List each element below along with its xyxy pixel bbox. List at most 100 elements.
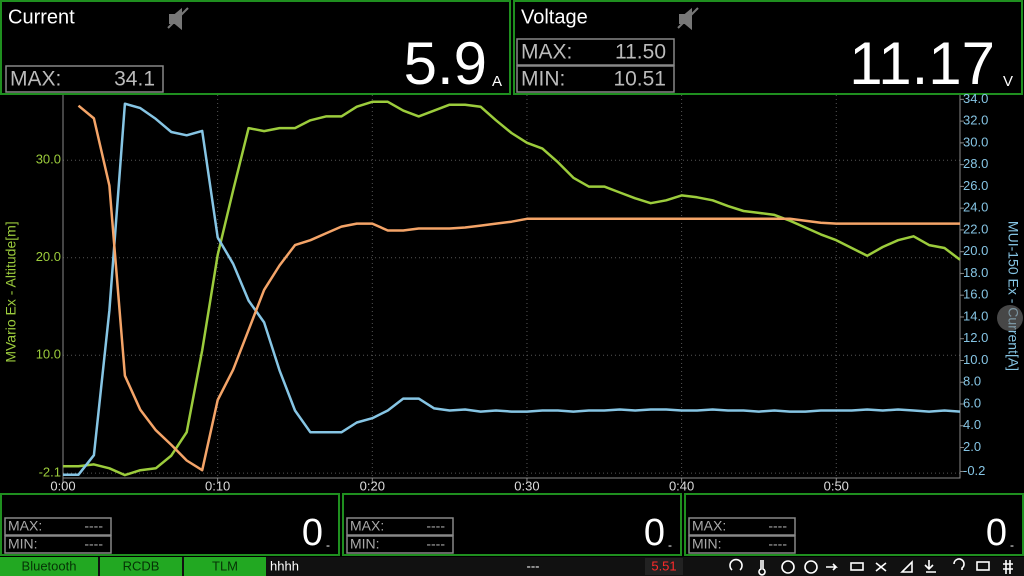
y2-tick-label: 28.0 [963,156,988,171]
panel-title: Current [8,6,75,28]
icon[interactable] [850,562,864,571]
y2-tick-label: 14.0 [963,308,988,323]
y-tick-label: -2.1 [39,465,61,480]
x-tick-label: 0:00 [50,478,75,493]
y2-tick-label: 8.0 [963,374,981,389]
current-panel[interactable] [0,0,511,95]
unit: V [1003,73,1013,90]
touch-indicator [997,305,1023,331]
icon[interactable] [781,560,795,574]
min-label: MIN: [521,68,565,91]
icon[interactable] [804,560,818,574]
x-tick-label: 0:50 [824,478,849,493]
y-tick-label: 20.0 [36,249,61,264]
min-box [688,535,796,554]
series-line [77,104,960,472]
status-tab-label[interactable]: TLM [212,558,238,573]
y2-tick-label: 16.0 [963,287,988,302]
max-box [688,517,796,536]
y-tick-label: 30.0 [36,152,61,167]
min-label: MIN: [8,536,38,552]
unit: A [492,73,502,90]
status-tab[interactable] [184,557,266,576]
min-label: MIN: [350,536,380,552]
x-tick-label: 0:40 [669,478,694,493]
max-value: ---- [84,518,103,534]
min-value: ---- [426,536,445,552]
y2-tick-label: 34.0 [963,91,988,106]
model-name: hhhh [270,558,299,573]
status-tab-label[interactable]: Bluetooth [22,558,77,573]
max-value: ---- [426,518,445,534]
max-box [346,517,454,536]
axes [62,95,961,479]
max-label: MAX: [692,518,726,534]
y2-tick-label: 12.0 [963,330,988,345]
series-line [63,100,961,477]
max-value: 11.50 [615,41,666,64]
icon[interactable] [976,561,990,571]
y2-tick-label: 6.0 [963,395,981,410]
sensor-value: 0 [644,512,665,554]
icon[interactable] [729,558,743,571]
icon[interactable] [953,558,965,570]
icon[interactable] [924,560,936,573]
y2-tick-label: 22.0 [963,221,988,236]
status-icons[interactable] [729,558,1013,576]
status-tab[interactable] [0,557,98,576]
unit: - [1010,538,1014,552]
sensor-value: 0 [986,512,1007,554]
panel-title: Voltage [521,6,588,28]
voltage-panel[interactable] [513,0,1023,95]
max-box [4,517,112,536]
icon[interactable] [1003,560,1013,574]
current-value: 5.9 [404,30,487,97]
y2-tick-label: 2.0 [963,439,981,454]
voltage-badge [645,558,683,575]
max-label: MAX: [8,518,42,534]
status-tab[interactable] [100,557,182,576]
sensor-panel[interactable] [0,493,340,556]
y2-tick-label: 18.0 [963,265,988,280]
unit: - [326,538,330,552]
status-items: Bluetooth RCDB TLM [0,557,266,576]
y-axis-title: MVario Ex - Altitude[m] [3,221,19,362]
x-tick-label: 0:20 [360,478,385,493]
voltage-value: 11.17 [849,30,995,97]
status-center: --- [527,558,540,573]
rx-voltage: 5.51 [651,558,676,573]
icon[interactable] [758,560,766,576]
mute-icon[interactable] [167,7,189,31]
status-tab-label[interactable]: RCDB [123,558,160,573]
max-box [5,65,164,93]
y2-tick-label: -0.2 [963,463,985,478]
min-value: 10.51 [613,68,666,91]
x-tick-label: 0:10 [205,478,230,493]
x-tick-label: 0:30 [514,478,539,493]
icon[interactable] [900,560,913,573]
min-box [346,535,454,554]
y2-tick-label: 4.0 [963,417,981,432]
min-box [516,65,675,93]
y2-tick-label: 32.0 [963,113,988,128]
mute-icon[interactable] [677,7,699,31]
max-value: 34.1 [114,68,155,91]
bottom-panels: MAX: ----MIN: ---- 0 -MAX: ----MIN: ---- 0 -MAX:… [0,493,1024,556]
y2-tick-label: 24.0 [963,200,988,215]
icon[interactable] [826,563,838,571]
sensor-panel[interactable] [342,493,682,556]
y2-axis-title: MUI-150 Ex - Current[A] [1005,221,1021,371]
max-value: ---- [768,518,787,534]
min-box [4,535,112,554]
max-box [516,38,675,66]
y2-tick-label: 10.0 [963,352,988,367]
max-label: MAX: [521,41,572,64]
sensor-panel[interactable] [684,493,1024,556]
max-label: MAX: [350,518,384,534]
series-line [63,102,961,476]
min-label: MIN: [692,536,722,552]
y2-tick-label: 26.0 [963,178,988,193]
icon[interactable] [875,562,887,572]
